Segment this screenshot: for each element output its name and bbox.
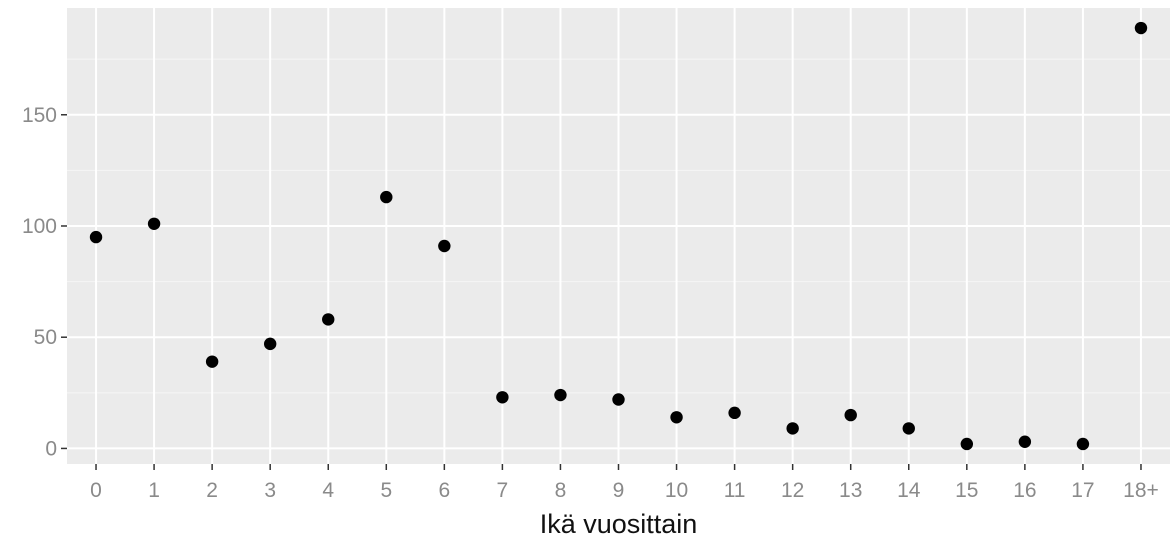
data-point — [728, 406, 741, 420]
data-point — [612, 393, 625, 406]
data-point — [1018, 435, 1032, 448]
data-point — [322, 313, 335, 326]
y-axis-ticks: 0 50 100 150 — [22, 104, 67, 460]
x-tick-label: 5 — [380, 479, 392, 502]
data-point — [844, 408, 857, 422]
data-point — [89, 230, 103, 244]
major-grid-lines — [67, 8, 1170, 464]
x-tick-label: 11 — [724, 479, 746, 502]
x-tick-label: 18+ — [1123, 479, 1159, 502]
x-tick-label: 3 — [264, 479, 276, 502]
x-tick-label: 10 — [665, 479, 688, 502]
data-point — [1076, 437, 1090, 451]
x-tick-label: 12 — [781, 479, 804, 502]
y-tick-label: 50 — [34, 326, 57, 349]
data-point — [380, 190, 393, 204]
x-axis-ticks: 0 1 2 3 4 5 6 7 8 9 10 11 12 13 14 15 16 17 18+ — [90, 464, 1159, 502]
data-point — [147, 217, 161, 230]
data-point — [205, 355, 219, 368]
y-tick-label: 100 — [22, 215, 57, 238]
x-tick-label: 17 — [1071, 479, 1094, 502]
x-tick-label: 7 — [497, 479, 509, 502]
x-tick-label: 1 — [148, 479, 160, 502]
data-point — [902, 422, 915, 435]
x-tick-label: 8 — [555, 479, 567, 502]
data-point — [960, 437, 974, 451]
x-tick-label: 13 — [839, 479, 862, 502]
data-point — [496, 391, 509, 404]
data-point — [554, 388, 567, 402]
x-tick-label: 4 — [322, 479, 334, 502]
data-point — [670, 411, 683, 424]
x-tick-label: 0 — [90, 479, 102, 502]
x-axis-title: Ikä vuosittain — [540, 509, 698, 539]
x-tick-label: 15 — [955, 479, 978, 502]
x-tick-label: 6 — [438, 479, 450, 502]
x-tick-label: 9 — [613, 479, 625, 502]
y-tick-label: 150 — [22, 104, 57, 127]
x-tick-label: 14 — [897, 479, 921, 502]
y-tick-label: 0 — [45, 437, 57, 460]
x-tick-label: 16 — [1013, 479, 1036, 502]
x-tick-label: 2 — [206, 479, 218, 502]
data-point — [786, 422, 799, 435]
data-point — [1134, 21, 1148, 35]
data-point — [438, 239, 451, 253]
data-points — [89, 21, 1148, 451]
data-point — [263, 337, 277, 351]
